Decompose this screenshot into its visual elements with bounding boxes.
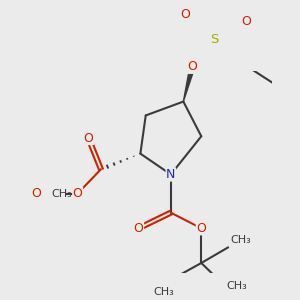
Text: O: O <box>134 222 143 235</box>
Text: S: S <box>210 33 218 46</box>
Text: O: O <box>83 131 93 145</box>
Text: CH₃: CH₃ <box>153 287 174 297</box>
Text: O: O <box>180 8 190 21</box>
Text: O: O <box>241 15 251 28</box>
Text: O: O <box>196 222 206 235</box>
Text: O: O <box>73 187 82 200</box>
Text: O: O <box>32 187 41 200</box>
Text: CH₃: CH₃ <box>230 235 251 245</box>
Polygon shape <box>183 66 195 102</box>
Text: CH₃: CH₃ <box>227 280 248 291</box>
Text: CH₃: CH₃ <box>52 189 72 199</box>
Text: O: O <box>188 60 197 73</box>
Text: N: N <box>166 168 176 181</box>
